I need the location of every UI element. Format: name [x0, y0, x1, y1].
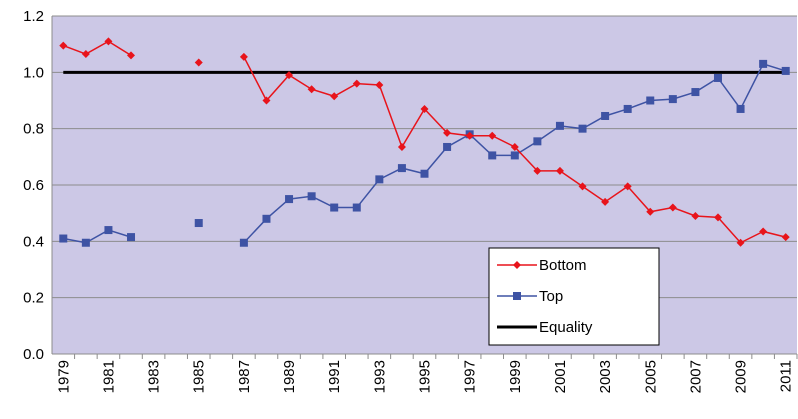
marker — [510, 142, 519, 151]
marker — [781, 66, 790, 75]
x-tick-label: 2005 — [642, 360, 659, 393]
y-tick-label: 1.2 — [23, 8, 44, 25]
marker — [578, 182, 587, 191]
y-tick-label: 1.0 — [23, 64, 44, 81]
x-tick-label: 2003 — [597, 360, 614, 393]
marker — [330, 203, 339, 212]
x-tick-label: 1985 — [191, 360, 208, 393]
marker — [194, 58, 203, 67]
marker — [330, 92, 339, 101]
marker — [513, 292, 521, 300]
marker — [533, 137, 542, 146]
marker — [285, 71, 294, 80]
marker — [59, 41, 68, 50]
marker — [127, 233, 136, 242]
x-tick-label: 1999 — [507, 360, 524, 393]
marker — [397, 164, 406, 173]
x-tick-label: 2009 — [733, 360, 750, 393]
marker — [736, 104, 745, 113]
marker — [239, 52, 248, 61]
y-tick-label: 0.4 — [23, 233, 44, 250]
marker — [443, 128, 452, 137]
marker — [668, 95, 677, 104]
marker — [510, 151, 519, 160]
marker — [736, 238, 745, 247]
x-tick-label: 1983 — [146, 360, 163, 393]
marker — [352, 79, 361, 88]
x-tick-label: 2007 — [687, 360, 704, 393]
legend-label: Equality — [539, 319, 593, 336]
marker — [623, 104, 632, 113]
marker — [691, 88, 700, 97]
marker — [375, 175, 384, 184]
marker — [781, 233, 790, 242]
legend-label: Bottom — [539, 257, 587, 274]
marker — [488, 151, 497, 160]
marker — [262, 96, 271, 105]
marker — [81, 50, 90, 59]
marker — [194, 219, 203, 228]
x-tick-label: 2011 — [778, 360, 795, 392]
marker — [513, 261, 521, 269]
y-tick-label: 0.2 — [23, 290, 44, 307]
marker — [375, 81, 384, 90]
marker — [307, 85, 316, 94]
x-tick-label: 1987 — [236, 360, 253, 393]
marker — [759, 227, 768, 236]
marker — [262, 214, 271, 223]
x-tick-label: 1979 — [55, 360, 72, 393]
marker — [713, 213, 722, 222]
marker — [104, 37, 113, 46]
marker — [81, 238, 90, 247]
marker — [668, 203, 677, 212]
marker — [488, 131, 497, 140]
marker — [59, 234, 68, 243]
marker — [623, 182, 632, 191]
marker — [104, 226, 113, 235]
marker — [646, 96, 655, 105]
marker — [691, 211, 700, 220]
legend-label: Top — [539, 288, 563, 305]
x-tick-label: 1997 — [462, 360, 479, 393]
marker — [555, 166, 564, 175]
marker — [465, 131, 474, 140]
marker — [533, 166, 542, 175]
legend: Bottom Top Equality — [488, 247, 660, 346]
marker — [307, 192, 316, 201]
marker — [578, 124, 587, 133]
marker — [420, 169, 429, 178]
x-tick-label: 2001 — [552, 360, 569, 393]
marker — [352, 203, 361, 212]
marker — [397, 142, 406, 151]
marker — [646, 207, 655, 216]
x-tick-label: 1989 — [281, 360, 298, 393]
marker — [127, 51, 136, 60]
marker — [601, 197, 610, 206]
marker — [285, 195, 294, 204]
x-tick-label: 1991 — [326, 360, 343, 393]
y-tick-label: 0.0 — [23, 346, 44, 363]
marker — [601, 111, 610, 120]
marker — [555, 121, 564, 130]
x-tick-label: 1995 — [417, 360, 434, 393]
marker — [420, 104, 429, 113]
x-tick-label: 1981 — [100, 360, 117, 393]
marker — [443, 142, 452, 151]
y-tick-label: 0.6 — [23, 177, 44, 194]
marker — [759, 59, 768, 68]
marker — [713, 73, 722, 82]
y-tick-label: 0.8 — [23, 121, 44, 138]
marker — [239, 238, 248, 247]
x-tick-label: 1993 — [371, 360, 388, 393]
